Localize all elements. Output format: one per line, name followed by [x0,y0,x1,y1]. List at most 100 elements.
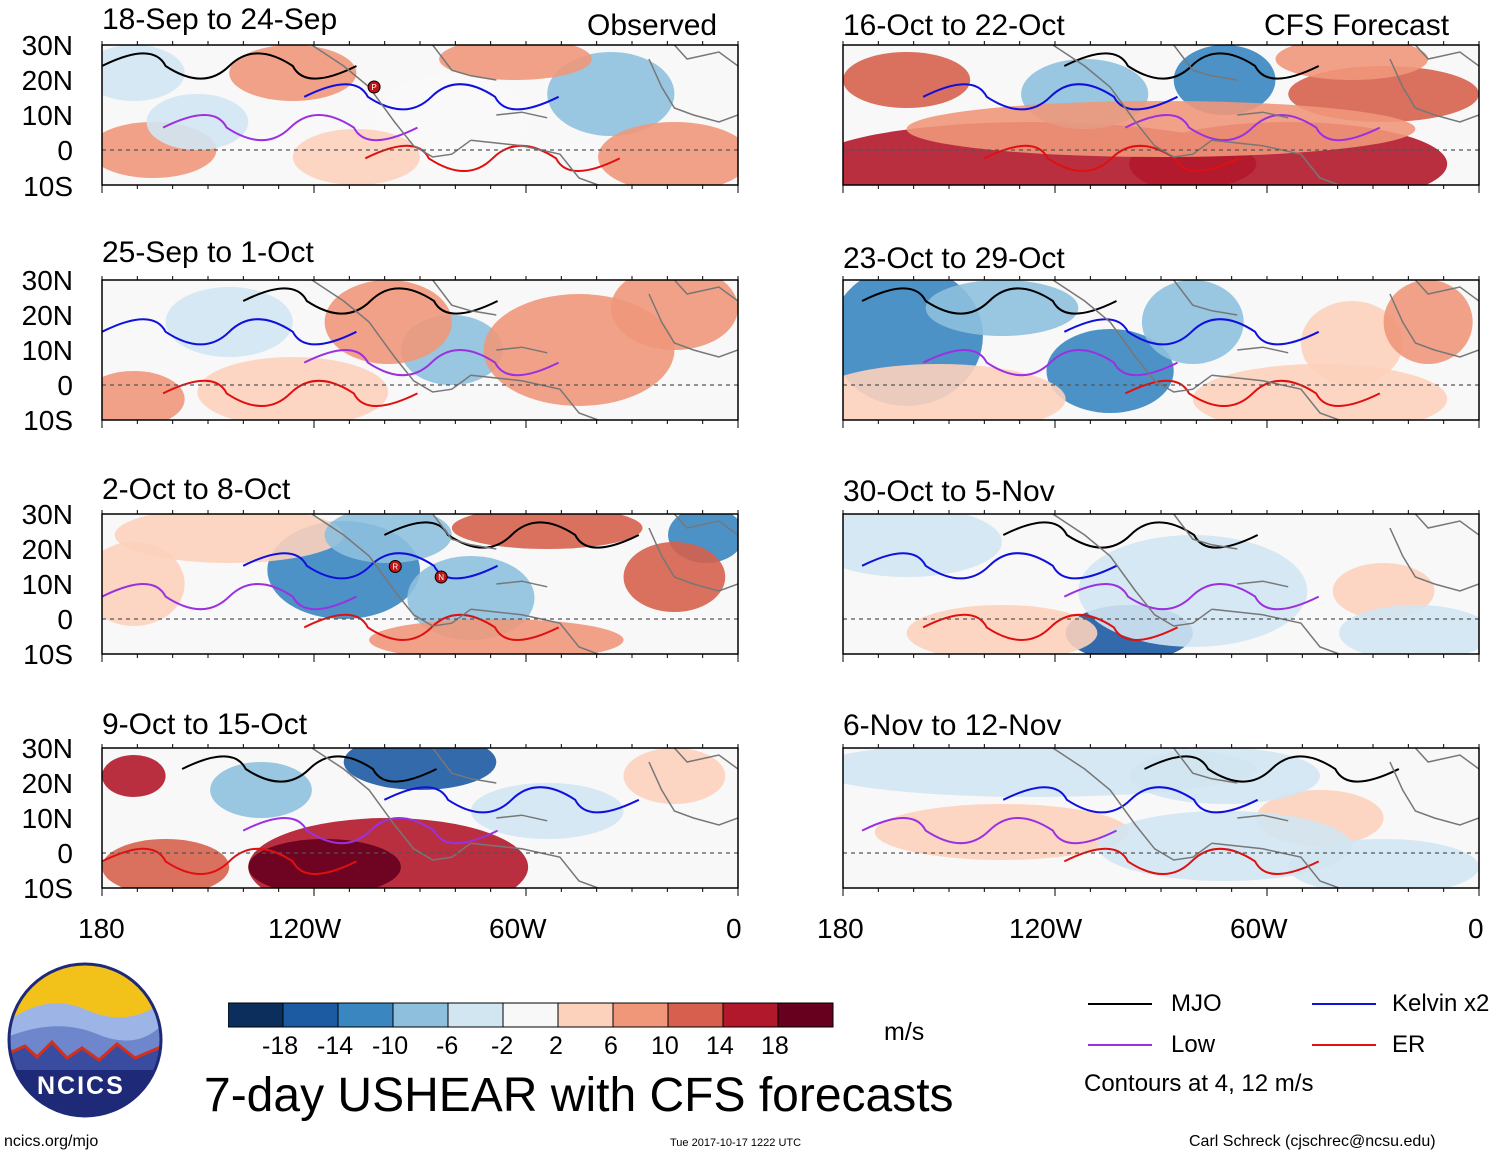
coastline [1414,280,1479,302]
colorbar-label: 2 [549,1032,563,1060]
lat-tick: 0 [57,135,73,166]
coastline [496,346,548,354]
lon-tick: 180 [817,913,864,944]
shear-anomaly-region [114,514,344,563]
lon-tick: 120W [1009,913,1083,944]
coastline [648,293,738,358]
colorbar-label: 14 [706,1032,734,1060]
coastline [1237,814,1289,822]
shear-anomaly-region [1141,280,1244,364]
colorbar-swatch [392,1002,449,1028]
shear-anomaly-region [248,839,401,888]
coastline [1389,527,1479,592]
map-panel-obs1: P [101,41,739,193]
map-panel-fc3 [842,510,1480,662]
shear-anomaly-region [874,804,1130,860]
coastline [1173,45,1238,81]
contour-line [1063,318,1320,346]
lat-tick: 10S [23,639,73,670]
coastline [1237,346,1289,354]
contour-line [1063,847,1320,875]
panel-title-fc1: 16-Oct to 22-Oct [843,9,1065,42]
contour-line [983,144,1240,172]
lat-tick: 20N [21,768,73,799]
website-link[interactable]: ncics.org/mjo [4,1133,99,1150]
panel-title-obs2: 25-Sep to 1-Oct [102,236,314,269]
shear-anomaly-region [102,45,185,101]
coastline [673,280,738,302]
panel-title-obs4: 9-Oct to 15-Oct [102,708,308,741]
map-panels: P R N [101,41,1480,896]
logo-text: NCICS [37,1072,125,1100]
shear-anomaly-region [843,364,1066,420]
colorbar-swatch [337,1002,394,1028]
lat-tick: 0 [57,370,73,401]
colorbar-label: 18 [761,1032,789,1060]
contour-line [102,318,357,346]
colorbar-swatch [722,1002,779,1028]
coastline [432,280,497,316]
coastline [1211,608,1340,654]
contour-line [181,755,437,783]
map-panel-fc1 [842,41,1480,193]
contour-line [1002,786,1259,814]
panel-title-obs1: 18-Sep to 24-Sep [102,3,338,36]
colorbar-swatch [228,1002,284,1028]
storm-symbol: N [438,573,444,582]
lat-tick: 10N [21,100,73,131]
lon-tick: 180 [78,913,125,944]
colorbar-label: -2 [491,1032,514,1060]
coastline [1211,842,1340,888]
shear-anomaly-region [451,514,643,549]
coastline [496,580,548,588]
contour-line [162,379,418,407]
contour-line [861,817,1117,845]
coastline [470,608,599,654]
colorbar-swatch [612,1002,669,1028]
shear-anomaly-region [210,762,312,818]
shear-anomaly-region [1097,811,1352,881]
coastline [1389,58,1479,123]
shear-anomaly-region [598,122,738,185]
coastline [1173,514,1238,550]
storm-marker-icon [388,560,402,573]
shear-anomaly-region [1332,563,1435,619]
coastline [311,45,472,158]
colorbar-swatch [502,1002,559,1028]
contour-line [1002,521,1259,549]
contour-line [1124,379,1381,407]
legend-er: ER [1392,1031,1426,1058]
contour-line [102,583,357,611]
contour-line [383,521,640,549]
shear-anomaly-region [343,748,497,790]
author-credit: Carl Schreck (cjschrec@ncsu.edu) [1189,1133,1436,1150]
coastline [470,374,599,420]
lat-tick: 20N [21,300,73,331]
panel-title-fc4: 6-Nov to 12-Nov [843,709,1062,742]
shear-anomaly-region [906,101,1416,157]
shear-anomaly-region [292,129,420,185]
shear-anomaly-region [1383,280,1473,364]
ncics-logo [7,962,163,1118]
shear-anomaly-region [843,52,971,108]
lat-tick: 0 [57,604,73,635]
storm-symbol: R [392,563,398,572]
shear-anomaly-region [1078,535,1308,647]
lat-tick: 30N [21,265,73,296]
colorbar [228,1002,834,1028]
coastline [1237,111,1289,119]
shear-anomaly-region [906,605,1098,654]
lat-tick: 20N [21,65,73,96]
coastline [648,761,738,826]
legend-kelvin: Kelvin x2 [1392,990,1490,1017]
coastline [496,111,548,119]
coastline [1414,45,1479,67]
shear-anomaly-region [1339,605,1479,654]
shear-anomaly-region [229,45,357,101]
legend-lines [1088,1003,1376,1046]
lat-tick: 30N [21,499,73,530]
legend-low: Low [1171,1031,1216,1058]
lat-tick: 10S [23,405,73,436]
coastline [470,842,599,888]
lat-tick: 0 [57,838,73,869]
